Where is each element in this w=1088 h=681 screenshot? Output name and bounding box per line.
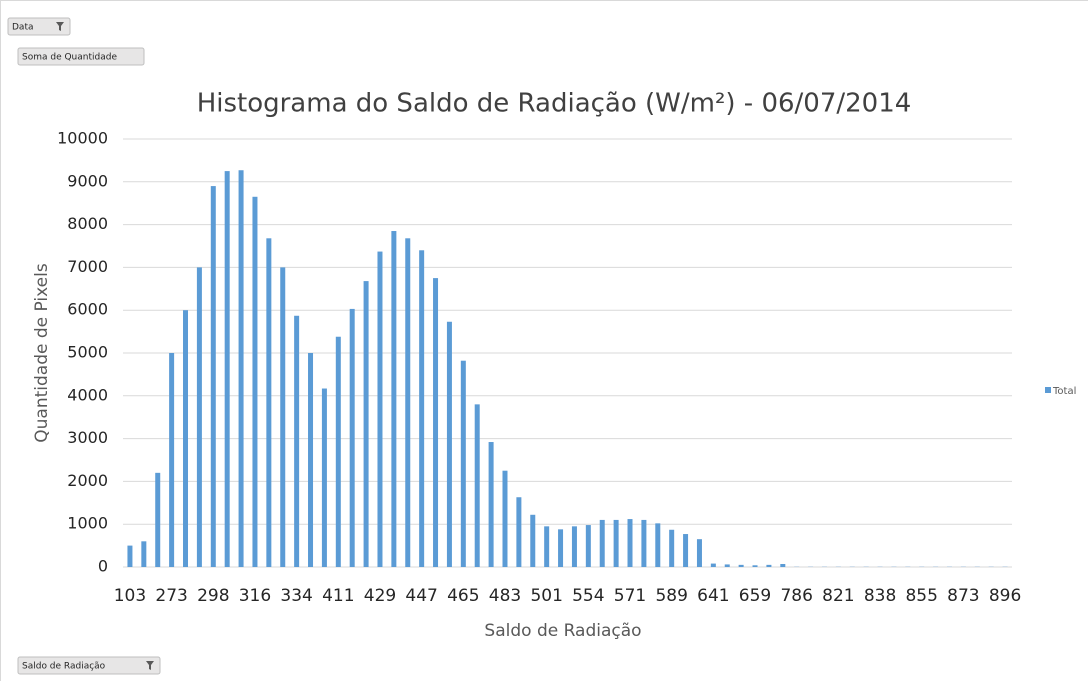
x-tick-label: 873 <box>947 586 979 606</box>
pivot-button[interactable] <box>17 656 161 675</box>
bar <box>641 519 647 567</box>
y-tick-label: 3000 <box>67 428 108 447</box>
bar <box>502 470 508 567</box>
x-tick-label: 483 <box>489 586 521 606</box>
bar <box>224 171 230 567</box>
legend-label: Total <box>1052 386 1076 397</box>
pivot-button-label: Data <box>12 23 34 33</box>
bar <box>724 564 730 567</box>
bar <box>433 278 439 567</box>
bar <box>405 238 411 567</box>
bar <box>571 526 577 567</box>
bar <box>585 525 591 567</box>
pivot-button[interactable] <box>7 17 71 36</box>
bar <box>196 267 202 567</box>
bar <box>141 541 147 567</box>
bar <box>349 308 355 567</box>
bar <box>280 267 286 567</box>
bar <box>558 529 564 567</box>
bar <box>210 186 216 567</box>
bar <box>294 315 300 567</box>
bar <box>599 519 605 567</box>
bar <box>613 519 619 567</box>
bar <box>183 310 189 567</box>
bar <box>252 196 258 567</box>
y-tick-label: 8000 <box>67 214 108 233</box>
bar <box>169 353 175 567</box>
x-tick-label: 659 <box>739 586 771 606</box>
bar <box>377 251 383 567</box>
pivot-button[interactable] <box>17 47 145 66</box>
y-tick-label: 4000 <box>67 385 108 404</box>
bar <box>335 336 341 567</box>
x-tick-label: 465 <box>447 586 479 606</box>
x-tick-label: 838 <box>864 586 896 606</box>
x-tick-label: 571 <box>614 586 646 606</box>
chart-title: Histograma do Saldo de Radiação (W/m²) -… <box>197 89 912 119</box>
x-tick-label: 589 <box>655 586 687 606</box>
bar <box>516 497 522 567</box>
bar <box>321 388 327 567</box>
x-axis-label: Saldo de Radiação <box>484 621 641 641</box>
x-tick-label: 411 <box>322 586 354 606</box>
x-tick-label: 896 <box>989 586 1021 606</box>
x-tick-label: 334 <box>280 586 312 606</box>
y-axis-label: Quantidade de Pixels <box>32 263 52 443</box>
bar <box>669 529 675 567</box>
bar <box>460 360 466 567</box>
legend-swatch <box>1045 387 1051 393</box>
bar <box>474 404 480 567</box>
x-tick-label: 103 <box>114 586 146 606</box>
x-tick-label: 641 <box>697 586 729 606</box>
bar <box>683 534 689 567</box>
bar <box>155 472 161 567</box>
x-tick-label: 429 <box>364 586 396 606</box>
bar <box>419 250 425 567</box>
filter-icon <box>146 661 154 670</box>
x-tick-label: 821 <box>822 586 854 606</box>
y-tick-label: 5000 <box>67 343 108 362</box>
y-tick-label: 6000 <box>67 300 108 319</box>
bar <box>266 238 272 567</box>
x-tick-label: 273 <box>155 586 187 606</box>
bar <box>627 519 633 567</box>
bar <box>710 563 716 567</box>
x-tick-label: 298 <box>197 586 229 606</box>
bar <box>488 442 494 567</box>
bar <box>544 526 550 567</box>
bar <box>655 523 661 567</box>
bar <box>446 321 452 567</box>
bar <box>308 353 314 567</box>
pivot-button-label: Soma de Quantidade <box>22 53 117 63</box>
bar <box>738 564 744 567</box>
y-tick-label: 9000 <box>67 171 108 190</box>
x-tick-label: 554 <box>572 586 604 606</box>
bar <box>238 170 244 567</box>
filter-icon <box>56 22 64 31</box>
y-tick-label: 10000 <box>57 129 108 148</box>
bar <box>363 281 369 567</box>
bar <box>696 539 702 567</box>
y-tick-label: 2000 <box>67 471 108 490</box>
bar <box>391 231 397 567</box>
x-tick-label: 447 <box>405 586 437 606</box>
bar <box>766 564 772 567</box>
x-tick-label: 786 <box>780 586 812 606</box>
bar <box>780 564 786 567</box>
y-tick-label: 1000 <box>67 514 108 533</box>
x-tick-label: 501 <box>530 586 562 606</box>
y-tick-label: 7000 <box>67 257 108 276</box>
pivot-button-label: Saldo de Radiação <box>22 662 106 672</box>
bar <box>127 545 133 567</box>
x-tick-label: 316 <box>239 586 271 606</box>
x-tick-label: 855 <box>905 586 937 606</box>
y-tick-label: 0 <box>98 557 108 576</box>
bar <box>530 514 536 567</box>
bar <box>752 565 758 567</box>
